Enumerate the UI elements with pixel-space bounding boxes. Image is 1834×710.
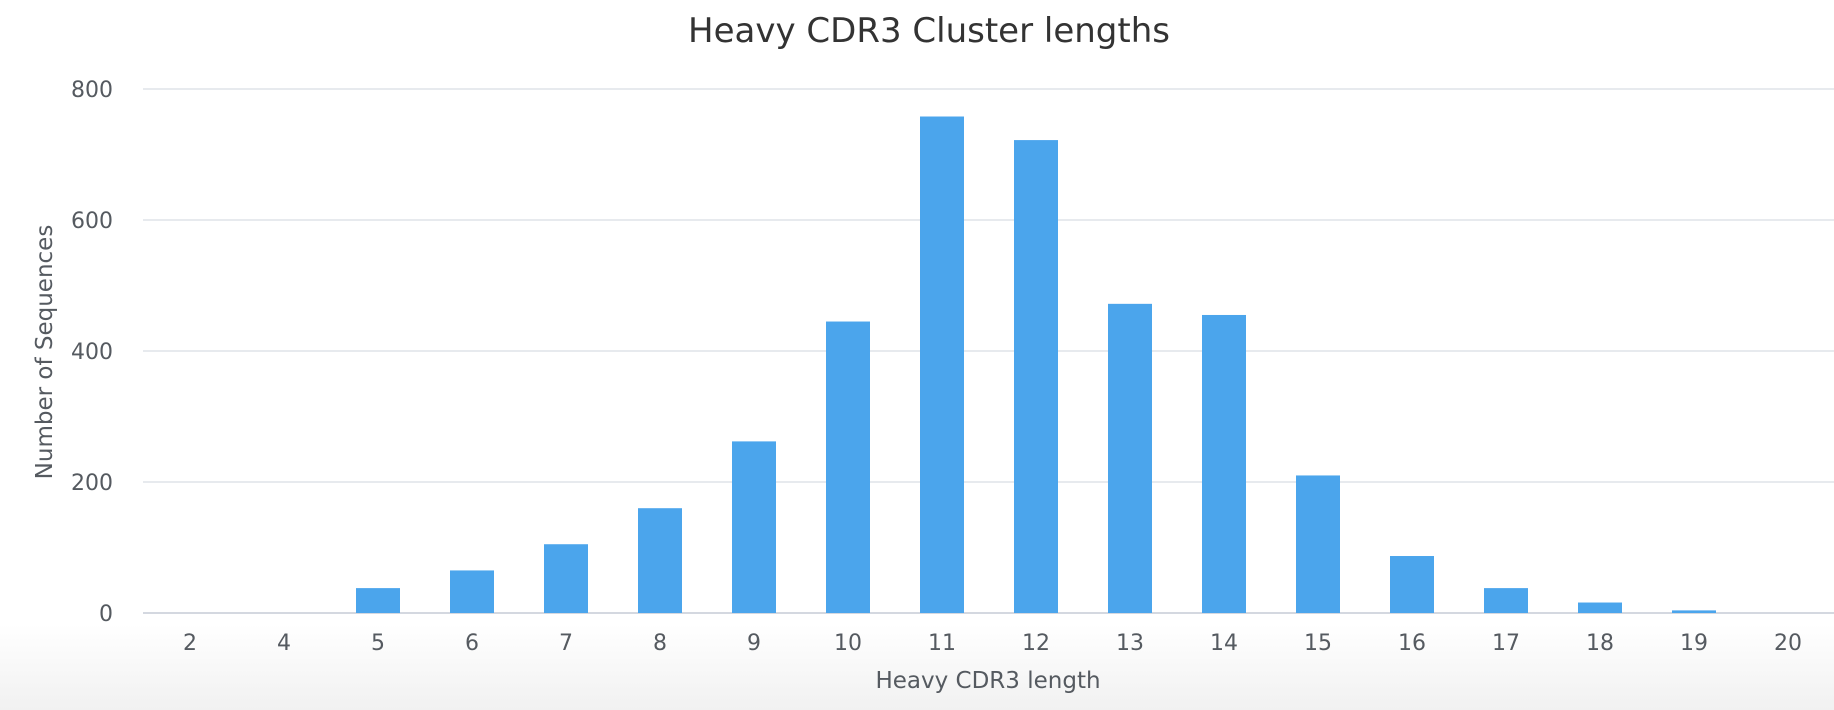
bar-length-18[interactable]: [1578, 602, 1622, 613]
bar-length-17[interactable]: [1484, 588, 1528, 613]
x-tick-label: 19: [1680, 631, 1708, 656]
x-tick-label: 18: [1586, 631, 1614, 656]
x-tick-label: 8: [653, 631, 667, 656]
chart-title: Heavy CDR3 Cluster lengths: [688, 11, 1170, 51]
x-tick-label: 9: [747, 631, 761, 656]
bar-length-5[interactable]: [356, 588, 400, 613]
y-tick-label: 0: [99, 602, 113, 627]
x-tick-label: 2: [183, 631, 197, 656]
x-axis-title: Heavy CDR3 length: [875, 668, 1100, 694]
y-axis-tick-labels: 0 200 400 600 800: [71, 78, 113, 627]
bar-length-11[interactable]: [920, 116, 964, 613]
bar-length-13[interactable]: [1108, 303, 1152, 613]
x-tick-label: 14: [1210, 631, 1238, 656]
y-axis-title: Number of Sequences: [32, 225, 58, 480]
x-tick-label: 13: [1116, 631, 1144, 656]
y-tick-label: 800: [71, 78, 113, 103]
x-axis-tick-labels: 2 4 5 6 7 8 9 10 11 12 13 14 15 16 17 18 19 20: [183, 631, 1802, 656]
x-tick-label: 16: [1398, 631, 1426, 656]
bar-length-12[interactable]: [1014, 140, 1058, 613]
x-tick-label: 20: [1774, 631, 1802, 656]
bar-length-10[interactable]: [826, 321, 870, 613]
y-tick-label: 400: [71, 340, 113, 365]
x-tick-label: 11: [928, 631, 956, 656]
x-tick-label: 15: [1304, 631, 1332, 656]
bars: [356, 116, 1716, 613]
bar-length-14[interactable]: [1202, 314, 1246, 613]
bar-length-8[interactable]: [638, 508, 682, 613]
x-tick-label: 17: [1492, 631, 1520, 656]
x-tick-label: 6: [465, 631, 479, 656]
bar-length-16[interactable]: [1390, 556, 1434, 613]
bar-length-7[interactable]: [544, 544, 588, 613]
x-tick-label: 5: [371, 631, 385, 656]
y-tick-label: 200: [71, 471, 113, 496]
x-tick-label: 7: [559, 631, 573, 656]
bar-length-9[interactable]: [732, 441, 776, 613]
bar-length-6[interactable]: [450, 570, 494, 613]
x-tick-label: 4: [277, 631, 291, 656]
y-tick-label: 600: [71, 209, 113, 234]
x-tick-label: 12: [1022, 631, 1050, 656]
bar-length-15[interactable]: [1296, 475, 1340, 613]
x-tick-label: 10: [834, 631, 862, 656]
grid-lines: [143, 88, 1834, 614]
bar-length-19[interactable]: [1672, 610, 1716, 613]
